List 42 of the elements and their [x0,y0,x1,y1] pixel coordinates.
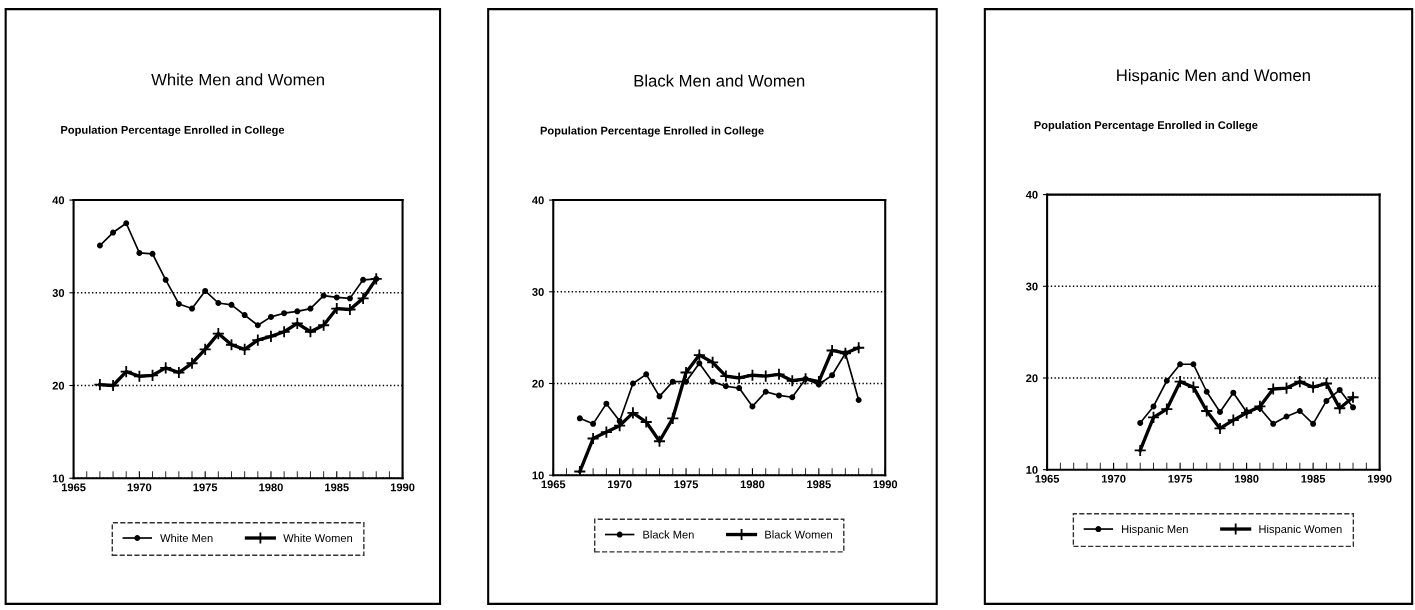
legend-label: Black Men [643,530,694,539]
x-tick-label: 1975 [674,480,699,489]
y-tick-label: 20 [1026,374,1038,383]
chart-title: Hispanic Men and Women [1117,69,1310,85]
x-tick-label: 1970 [1101,474,1126,483]
x-tick-label: 1985 [1301,474,1326,483]
x-tick-label: 1980 [1234,474,1259,483]
chart-title: Black Men and Women [634,74,805,87]
y-tick-label: 10 [1026,465,1038,474]
y-tick-label: 40 [52,196,65,205]
y-tick-label: 20 [52,381,65,390]
x-tick-label: 1985 [325,483,349,492]
x-tick-label: 1980 [259,483,283,492]
x-tick-label: 1965 [61,483,86,492]
y-axis-title: Population Percentage Enrolled in College [1034,120,1258,132]
y-tick-label: 10 [532,471,544,480]
y-axis-title: Population Percentage Enrolled in College [540,126,764,137]
x-tick-label: 1980 [740,480,765,489]
legend-label: White Men [160,533,213,543]
y-tick-label: 30 [1025,282,1038,291]
x-tick-label: 1990 [873,480,898,489]
x-tick-label: 1975 [193,483,218,492]
legend-label: Black Women [765,530,832,539]
y-tick-label: 30 [52,289,65,297]
x-tick-label: 1970 [127,483,152,492]
x-tick-label: 1970 [608,480,632,489]
chart-title: White Men and Women [151,73,324,86]
legend-label: Hispanic Women [1259,524,1342,536]
y-tick-label: 20 [532,379,544,388]
x-tick-label: 1965 [541,480,566,489]
x-tick-label: 1990 [390,483,415,492]
y-tick-label: 10 [52,474,65,483]
y-tick-label: 40 [1025,190,1038,199]
x-tick-label: 1985 [807,480,831,489]
legend-label: Hispanic Men [1122,524,1188,536]
legend-label: White Women [283,533,353,543]
y-axis-title: Population Percentage Enrolled in College [61,125,285,137]
y-tick-label: 40 [532,196,544,205]
x-tick-label: 1975 [1168,474,1193,483]
y-tick-label: 30 [532,288,544,296]
x-tick-label: 1990 [1367,474,1392,483]
x-tick-label: 1965 [1035,474,1060,483]
